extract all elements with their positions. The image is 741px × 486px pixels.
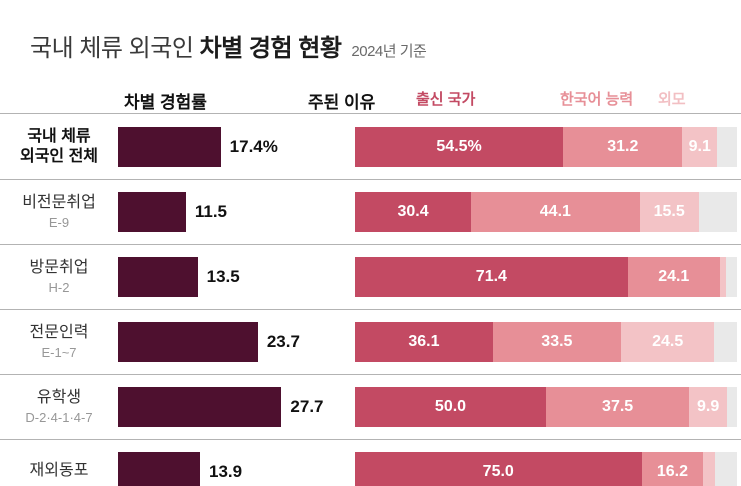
experience-rate-bar — [118, 387, 282, 427]
segment-appearance: 9.9 — [689, 387, 728, 427]
segment-appearance: 24.5 — [620, 322, 715, 362]
visa-code-label: H-2 — [48, 279, 70, 295]
legend-origin-country: 출신 국가 — [416, 91, 476, 108]
segment-value: 15.5 — [653, 203, 685, 220]
reasons-stacked-bar: 54.5% 31.2 9.1 — [355, 126, 737, 167]
reasons-stacked-bar: 30.4 44.1 15.5 — [355, 192, 737, 232]
page-title: 국내 체류 외국인 차별 경험 현황 2024년 기준 — [30, 28, 427, 63]
segment-appearance — [719, 257, 726, 297]
row-label-group: 방문취업 H-2 — [0, 258, 118, 296]
segment-appearance: 9.1 — [682, 126, 718, 167]
segment-origin-country: 75.0 — [355, 452, 642, 486]
legend-korean-ability: 한국어 능력 — [560, 91, 634, 108]
experience-rate-value: 11.5 — [194, 202, 227, 221]
segment-value: 44.1 — [539, 203, 571, 220]
reasons-stacked-bar: 50.0 37.5 9.9 — [355, 387, 737, 427]
table-row: 국내 체류 외국인 전체 17.4% 54.5% 31.2 9.1 — [0, 114, 741, 179]
visa-code-label: E-1~7 — [41, 344, 77, 360]
experience-rate-bar — [118, 192, 186, 232]
title-regular: 국내 체류 외국인 — [30, 35, 200, 62]
segment-origin-country: 54.5% — [355, 126, 564, 167]
visa-code-label: D-2·4-1·4-7 — [25, 409, 93, 425]
segment-origin-country: 71.4 — [355, 257, 628, 297]
category-label: 재외동포 — [29, 462, 89, 479]
experience-rate-value: 13.9 — [209, 462, 243, 481]
segment-value: 36.1 — [408, 333, 440, 350]
segment-korean-ability: 44.1 — [471, 192, 640, 232]
segment-value: 54.5% — [436, 137, 482, 155]
segment-korean-ability: 31.2 — [563, 126, 683, 167]
segment-korean-ability: 33.5 — [492, 322, 621, 362]
experience-rate-value: 17.4% — [229, 136, 278, 156]
experience-rate-chart: 13.5 — [118, 257, 355, 297]
visa-code-label: E-9 — [48, 214, 70, 230]
row-label-group: 전문인력 E-1~7 — [0, 323, 118, 361]
experience-rate-value: 23.7 — [266, 332, 300, 351]
experience-rate-bar — [118, 452, 200, 486]
table-row: 방문취업 H-2 13.5 71.4 24.1 — [0, 244, 741, 309]
title-bold: 차별 경험 현황 — [199, 35, 342, 62]
segment-value: 16.2 — [656, 463, 688, 480]
reasons-stacked-bar: 71.4 24.1 — [355, 257, 737, 297]
segment-origin-country: 50.0 — [355, 387, 546, 427]
experience-rate-bar — [118, 257, 198, 297]
segment-origin-country: 36.1 — [355, 322, 493, 362]
row-label-group: 국내 체류 외국인 전체 — [0, 127, 118, 167]
segment-korean-ability: 24.1 — [627, 257, 720, 297]
title-note: 2024년 기준 — [351, 43, 427, 60]
row-label-group: 재외동포 — [0, 461, 118, 483]
table-row: 전문인력 E-1~7 23.7 36.1 33.5 24.5 — [0, 309, 741, 374]
row-label-group: 비전문취업 E-9 — [0, 193, 118, 231]
segment-value: 24.5 — [652, 333, 684, 350]
legend-appearance: 외모 — [658, 91, 686, 108]
category-label: 유학생 — [36, 388, 82, 406]
segment-origin-country: 30.4 — [355, 192, 472, 232]
experience-rate-chart: 11.5 — [118, 192, 355, 232]
segment-value: 37.5 — [602, 398, 634, 415]
segment-value: 50.0 — [434, 398, 467, 415]
table-row: 유학생 D-2·4-1·4-7 27.7 50.0 37.5 9.9 — [0, 374, 741, 439]
segment-value: 71.4 — [475, 268, 507, 285]
experience-rate-chart: 23.7 — [118, 322, 355, 362]
segment-value: 30.4 — [397, 203, 429, 220]
segment-korean-ability: 16.2 — [641, 452, 704, 486]
experience-rate-value: 13.5 — [206, 267, 240, 286]
experience-rate-chart: 13.9 — [118, 452, 355, 486]
reasons-stacked-bar: 75.0 16.2 — [355, 452, 737, 486]
category-label: 전문인력 — [29, 323, 89, 341]
row-label-group: 유학생 D-2·4-1·4-7 — [0, 388, 118, 426]
table-row: 재외동포 13.9 75.0 16.2 — [0, 439, 741, 486]
experience-rate-bar — [118, 322, 258, 362]
column-headers: 차별 경험률 주된 이유 출신 국가 한국어 능력 외모 — [0, 88, 741, 112]
segment-appearance: 15.5 — [639, 192, 699, 232]
category-label: 비전문취업 — [22, 193, 96, 211]
table-row: 비전문취업 E-9 11.5 30.4 44.1 15.5 — [0, 179, 741, 244]
category-sublabel: 외국인 전체 — [19, 147, 99, 165]
segment-value: 33.5 — [541, 333, 573, 350]
category-label: 국내 체류 — [27, 127, 91, 145]
column-header-experience-rate: 차별 경험률 — [124, 93, 207, 112]
segment-value: 9.1 — [688, 137, 711, 155]
experience-rate-bar — [118, 126, 221, 167]
segment-value: 75.0 — [482, 463, 514, 480]
column-header-main-reason: 주된 이유 — [308, 93, 376, 112]
category-label: 방문취업 — [29, 258, 89, 276]
segment-korean-ability: 37.5 — [546, 387, 690, 427]
experience-rate-value: 27.7 — [290, 397, 324, 416]
chart-rows: 국내 체류 외국인 전체 17.4% 54.5% 31.2 9.1 비전문취업 … — [0, 113, 741, 486]
segment-value: 24.1 — [658, 268, 690, 285]
experience-rate-chart: 17.4% — [118, 126, 355, 167]
segment-appearance — [703, 452, 715, 486]
experience-rate-chart: 27.7 — [118, 387, 355, 427]
segment-value: 9.9 — [697, 398, 720, 415]
reasons-stacked-bar: 36.1 33.5 24.5 — [355, 322, 737, 362]
segment-value: 31.2 — [607, 137, 639, 155]
